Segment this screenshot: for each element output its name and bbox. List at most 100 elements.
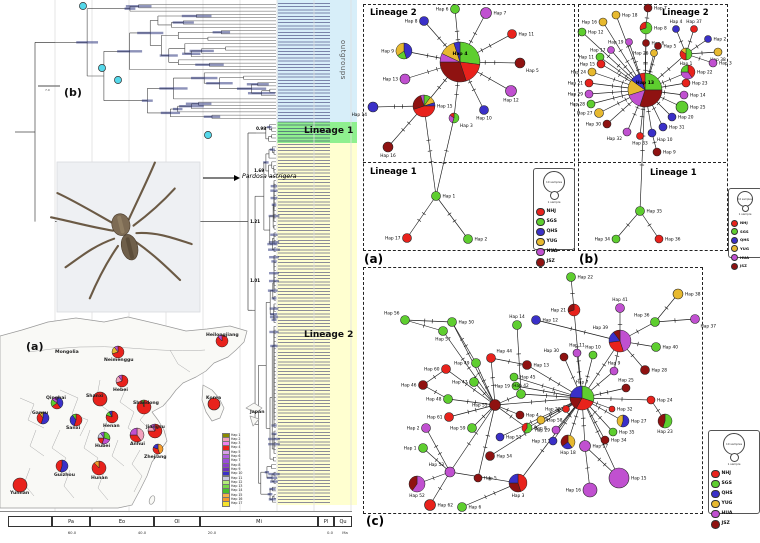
mutation-tick bbox=[482, 391, 487, 396]
timescale-segment-eo: Eo bbox=[90, 516, 154, 527]
mutation-tick bbox=[621, 93, 624, 99]
hap-legend-label: Hap 4 bbox=[231, 445, 241, 450]
map-region-label-korea: Korea bbox=[206, 396, 222, 401]
mutation-tick bbox=[626, 45, 631, 48]
network-node-label: Hap 37 bbox=[701, 324, 717, 330]
mutation-tick bbox=[571, 422, 577, 425]
network-node-hap-27 bbox=[594, 108, 604, 118]
map-pie-qinghai bbox=[50, 396, 64, 410]
network-node-label: Hap 29 bbox=[535, 428, 551, 434]
tree-lineage2-label: Lineage 2 bbox=[304, 330, 354, 340]
network-edge bbox=[435, 195, 469, 240]
mutation-tick bbox=[553, 390, 555, 396]
network-node-label: Hap 19 bbox=[608, 40, 624, 46]
legend-group-dot bbox=[536, 247, 545, 257]
legend-group-dot bbox=[711, 469, 720, 479]
network-node-label: Hap 18 bbox=[560, 450, 576, 456]
mutation-tick bbox=[695, 44, 699, 49]
network-node-label: Hap 11 bbox=[569, 343, 585, 349]
mutation-tick bbox=[545, 418, 549, 423]
mutation-tick bbox=[620, 84, 623, 90]
mutation-tick bbox=[463, 344, 468, 348]
network-node-label: Hap 36 bbox=[634, 313, 650, 319]
map-pie-gansu bbox=[36, 411, 50, 425]
legend-group-item: YUG bbox=[711, 499, 732, 509]
mutation-tick bbox=[488, 43, 492, 48]
legend-group-item: NHJ bbox=[731, 219, 748, 227]
network-node-label: Hap 6 bbox=[436, 7, 449, 13]
mutation-tick bbox=[650, 63, 655, 66]
mutation-tick bbox=[432, 375, 437, 379]
network-node-hap-27 bbox=[616, 414, 630, 428]
mutation-tick bbox=[596, 382, 600, 387]
network-node-label: Hap 14 bbox=[690, 93, 706, 99]
network-node-hap-22 bbox=[680, 64, 696, 80]
network-node-hap-54 bbox=[485, 451, 495, 461]
mutation-tick bbox=[508, 359, 510, 364]
mutation-tick bbox=[437, 85, 442, 90]
mutation-tick bbox=[698, 56, 701, 61]
network-node-label: Hap 39 bbox=[593, 325, 609, 331]
network-a-lineage-divider bbox=[363, 162, 573, 163]
mutation-tick bbox=[543, 388, 545, 394]
mutation-tick bbox=[488, 476, 491, 481]
network-node-label: Hap 53 bbox=[429, 462, 445, 468]
mutation-tick bbox=[618, 49, 623, 52]
network-node-hap-50 bbox=[447, 317, 457, 327]
mutation-tick bbox=[467, 80, 473, 84]
mutation-tick bbox=[664, 84, 667, 89]
map-region-label-heilongjiang: Heilongjiang bbox=[206, 333, 239, 338]
mutation-tick bbox=[606, 54, 611, 59]
mutation-tick bbox=[541, 383, 544, 389]
network-node-label: Hap 19 bbox=[495, 384, 511, 390]
network-node-hap-21 bbox=[567, 303, 581, 317]
mutation-tick bbox=[611, 83, 614, 89]
network-b-lineage-divider bbox=[578, 162, 726, 163]
network-node-hap-29 bbox=[584, 89, 594, 99]
network-node-label: Hap 12 bbox=[588, 30, 604, 36]
mutation-tick bbox=[552, 386, 555, 392]
network-node-hap-7 bbox=[480, 7, 492, 19]
calibration-node bbox=[98, 64, 106, 72]
network-node-hap-20 bbox=[667, 112, 677, 122]
network-a-lineage1-label: Lineage 1 bbox=[370, 167, 417, 177]
network-node-hap-1 bbox=[679, 47, 693, 61]
network-node-hap-9 bbox=[609, 366, 619, 376]
mutation-tick bbox=[627, 102, 631, 107]
network-node-hap-19 bbox=[625, 38, 633, 46]
mutation-tick bbox=[616, 63, 621, 68]
mutation-tick bbox=[506, 397, 510, 402]
mutation-tick bbox=[476, 372, 481, 375]
mutation-tick bbox=[423, 323, 425, 328]
network-node-label: Hap 16 bbox=[380, 153, 396, 159]
legend-group-dot bbox=[731, 245, 738, 253]
network-node-hap-30 bbox=[602, 119, 612, 129]
geological-timescale: Pa Eo Ol Mi Pl Qu 60.0 40.0 20.0 0.0 Ma bbox=[0, 511, 356, 541]
map-hap-legend: Hap 1 Hap 2 Hap 3 Hap 4 Hap 5 Hap 6 Hap 7 Hap 8… bbox=[222, 432, 256, 507]
legend-group-dot bbox=[731, 236, 738, 244]
legend-group-dot bbox=[711, 499, 720, 509]
species-arrow bbox=[203, 175, 240, 181]
network-node-label: Hap 16 bbox=[566, 488, 582, 494]
timescale-tick-label: 20.0 bbox=[207, 530, 217, 535]
mutation-tick bbox=[648, 70, 653, 73]
mutation-tick bbox=[656, 409, 660, 412]
mutation-tick bbox=[472, 387, 476, 392]
network-node-label: Hap 57 bbox=[435, 337, 451, 343]
legend-size-key: 10 samples 1 sample bbox=[711, 433, 757, 466]
network-node-label: Hap 21 bbox=[551, 308, 567, 314]
network-node-label: Hap 30 bbox=[586, 122, 602, 128]
map-region-label-neimenggu: Neimenggu bbox=[104, 358, 134, 363]
map-region-label-yunnan: Yunnan bbox=[10, 491, 30, 496]
network-node-hap-57 bbox=[438, 326, 448, 336]
network-edge bbox=[461, 482, 519, 508]
mutation-tick bbox=[606, 389, 609, 395]
timescale-segment-pa: Pa bbox=[52, 516, 90, 527]
network-node-label: Hap 8 bbox=[534, 426, 547, 432]
hap-legend-label: Hap 11 bbox=[231, 475, 243, 480]
mutation-tick bbox=[612, 95, 615, 101]
mutation-tick bbox=[452, 219, 457, 223]
network-b-panel-label: (b) bbox=[579, 252, 599, 266]
hap-legend-label: Hap 2 bbox=[231, 436, 241, 441]
hap-legend-label: Hap 5 bbox=[231, 449, 241, 454]
